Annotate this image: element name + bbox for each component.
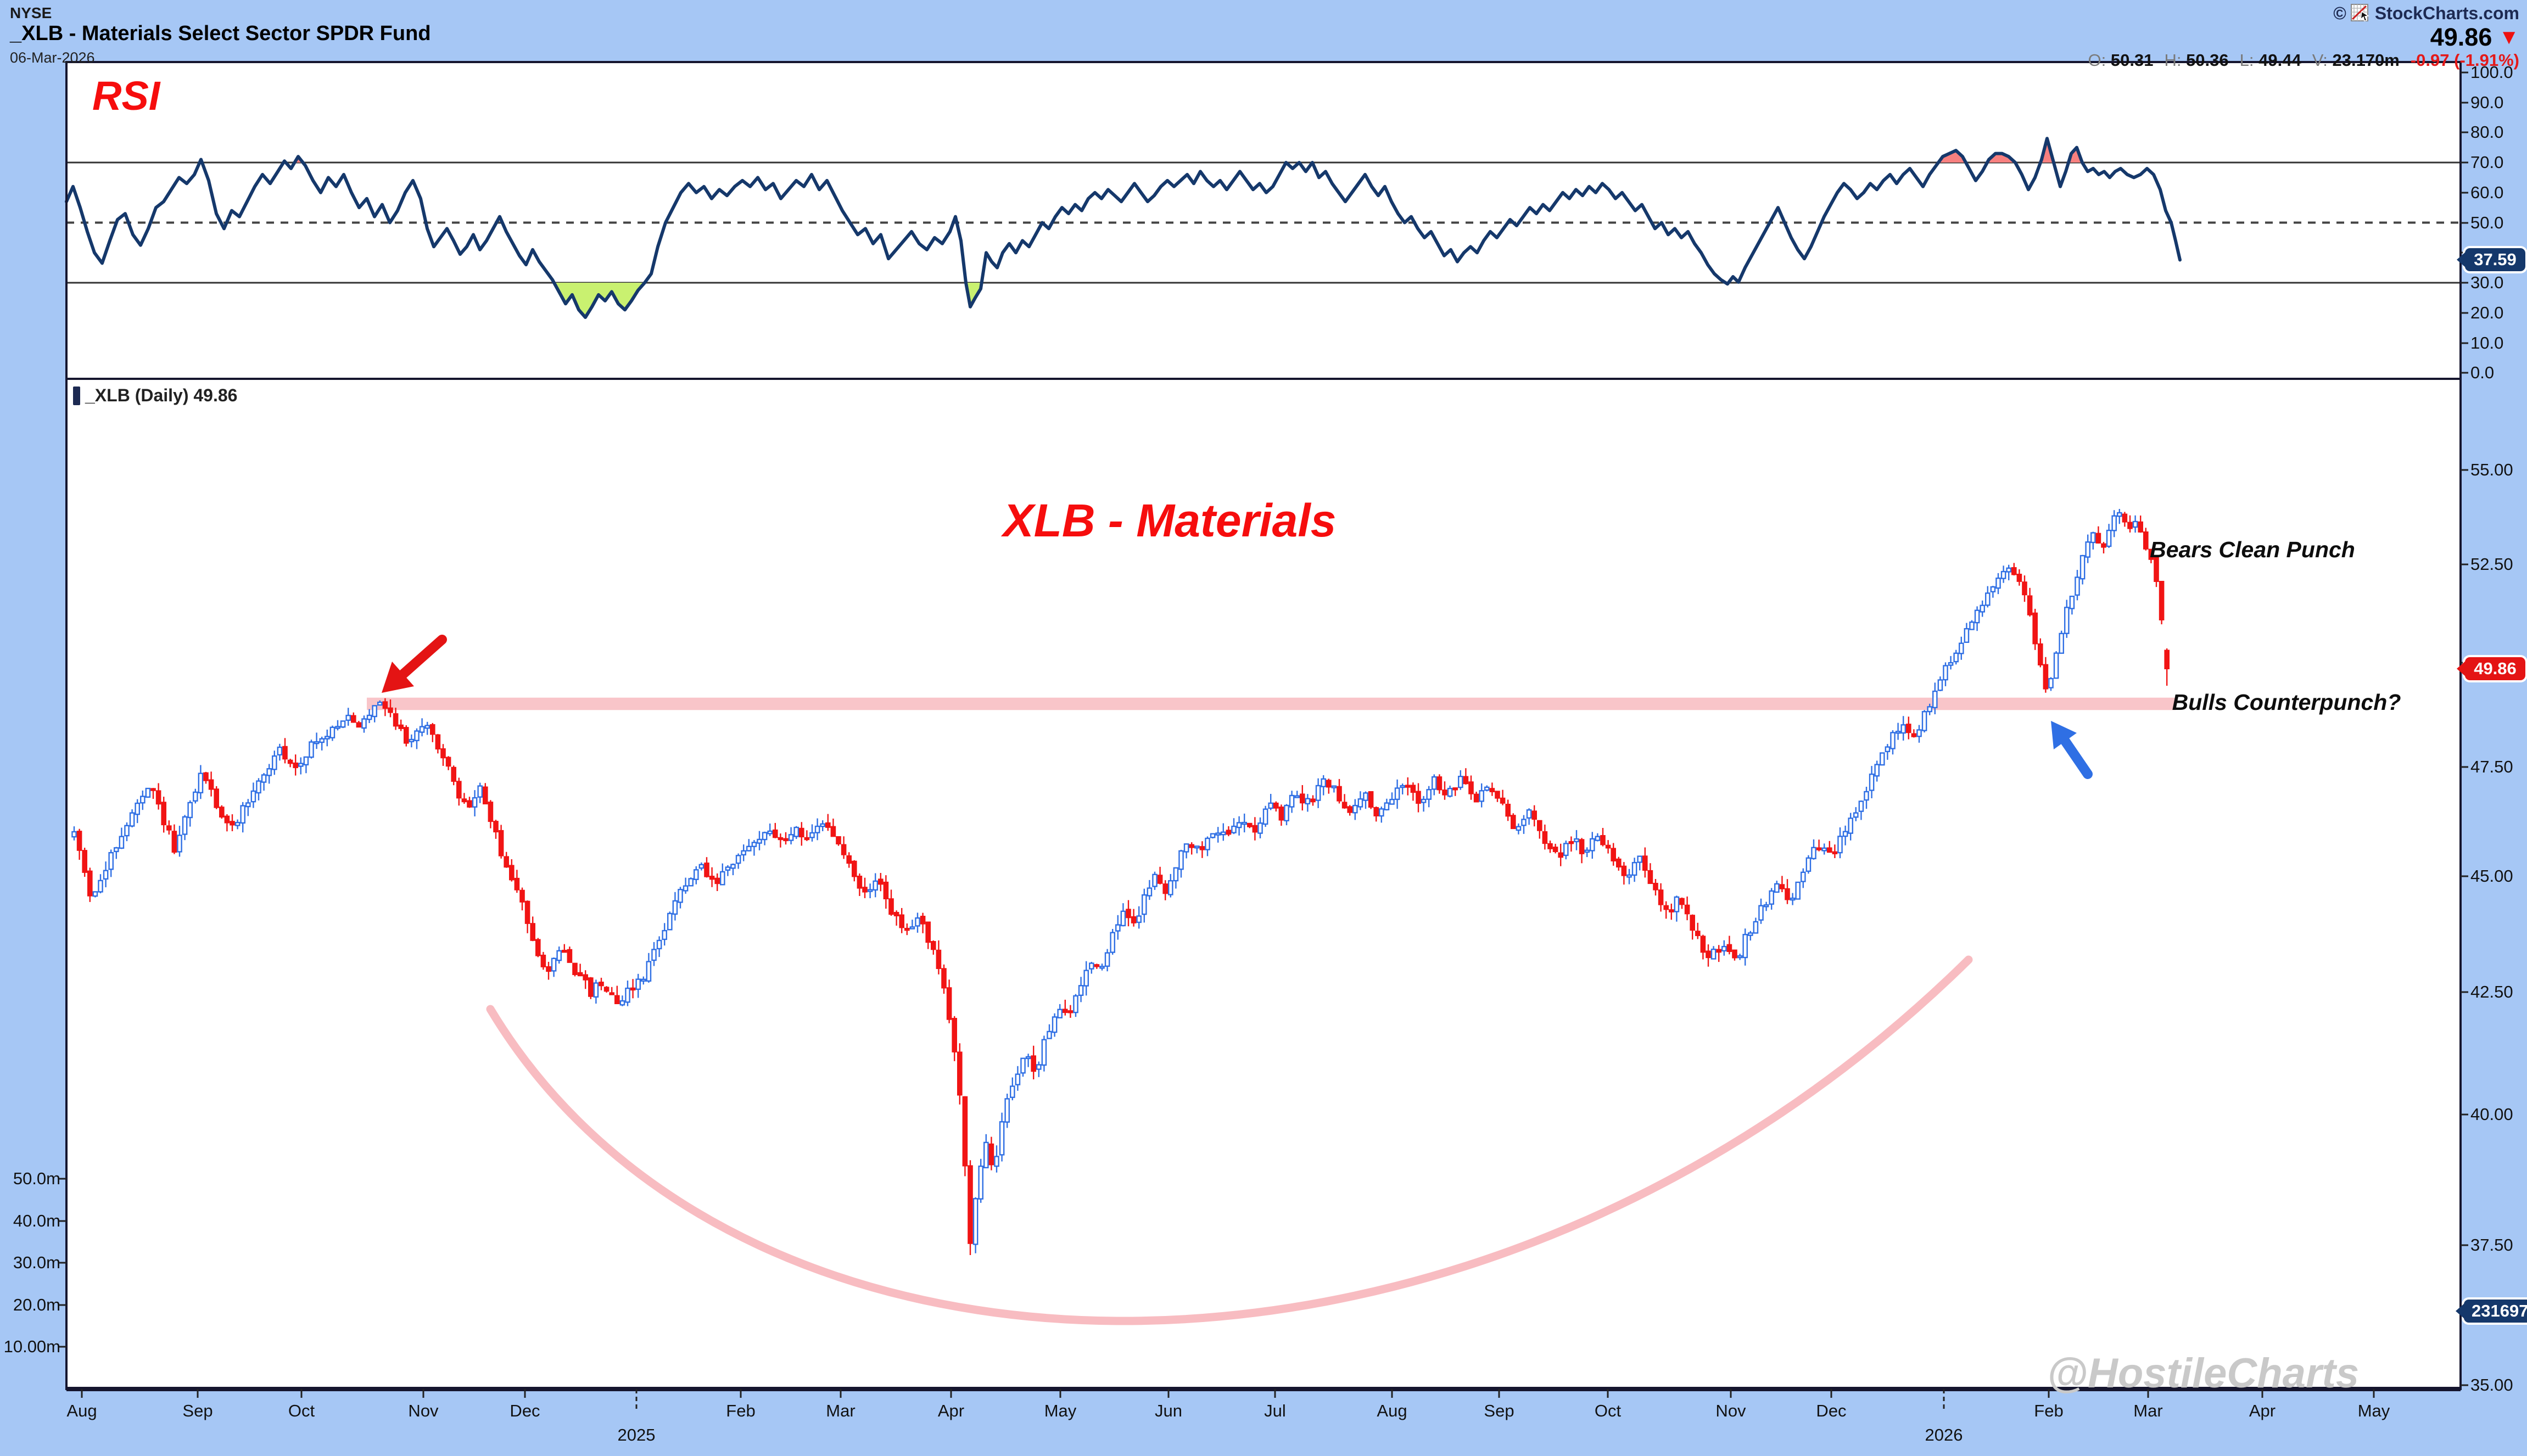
month-tick-label: Mar bbox=[2133, 1401, 2163, 1420]
ohlcv-row: O: 50.31 H: 50.36 L: 49.44 V: 23.170m -0… bbox=[2088, 51, 2520, 70]
month-tick-label: Nov bbox=[408, 1401, 439, 1420]
month-tick-label: Sep bbox=[1484, 1401, 1514, 1420]
brand-label: StockCharts.com bbox=[2374, 3, 2519, 23]
rsi-tick-label: 30.0 bbox=[2470, 273, 2504, 292]
open-label: O: bbox=[2088, 51, 2106, 70]
volume-tick-label: 10.00m bbox=[3, 1337, 60, 1356]
low-value: 49.44 bbox=[2258, 51, 2301, 70]
price-tick-label: 47.50 bbox=[2470, 757, 2513, 776]
month-tick-label: Sep bbox=[182, 1401, 213, 1420]
rsi-tick-label: 20.0 bbox=[2470, 303, 2504, 322]
rsi-tick-label: 90.0 bbox=[2470, 93, 2504, 112]
month-tick-label: Apr bbox=[2249, 1401, 2276, 1420]
rsi-tick-label: 70.0 bbox=[2470, 153, 2504, 172]
rsi-tick-label: 80.0 bbox=[2470, 122, 2504, 142]
month-tick-label: Jun bbox=[1155, 1401, 1182, 1420]
volume-value-pill: 23169733.0 bbox=[2464, 1300, 2527, 1323]
volume-value: 23.170m bbox=[2332, 51, 2400, 70]
month-tick-label: Jul bbox=[1264, 1401, 1286, 1420]
volume-tick-label: 20.0m bbox=[13, 1295, 60, 1314]
annotation-bulls: Bulls Counterpunch? bbox=[2172, 690, 2401, 715]
month-tick-label: Oct bbox=[1594, 1401, 1622, 1420]
month-tick-label: Mar bbox=[826, 1401, 856, 1420]
chart-main-title: XLB - Materials bbox=[1003, 495, 1337, 546]
year-tick-label: 2025 bbox=[617, 1425, 656, 1444]
rsi-value-pill: 37.59 bbox=[2465, 248, 2525, 271]
month-tick-label: May bbox=[2357, 1401, 2390, 1420]
copyright-symbol: © bbox=[2333, 3, 2346, 23]
legend-text: _XLB (Daily) 49.86 bbox=[85, 385, 238, 405]
exchange-label: NYSE bbox=[10, 4, 52, 21]
down-triangle-icon: ▼ bbox=[2498, 26, 2519, 49]
high-value: 50.36 bbox=[2186, 51, 2229, 70]
month-tick-label: Dec bbox=[510, 1401, 540, 1420]
stockcharts-logo-icon bbox=[2350, 3, 2369, 21]
month-tick-label: Aug bbox=[1377, 1401, 1407, 1420]
symbol-title: _XLB - Materials Select Sector SPDR Fund bbox=[10, 22, 431, 45]
month-tick-label: Dec bbox=[1816, 1401, 1847, 1420]
last-price: 49.86 bbox=[2430, 23, 2492, 51]
rsi-tick-label: 100.0 bbox=[2470, 63, 2513, 82]
price-tick-label: 42.50 bbox=[2470, 982, 2513, 1001]
open-value: 50.31 bbox=[2110, 51, 2154, 70]
price-tick-label: 40.00 bbox=[2470, 1105, 2513, 1124]
month-tick-label: Aug bbox=[66, 1401, 97, 1420]
rsi-panel-title: RSI bbox=[92, 73, 160, 119]
change-value: -0.97 (-1.91%) bbox=[2410, 51, 2519, 70]
copyright[interactable]: © StockCharts.com bbox=[2333, 3, 2519, 24]
annotation-bears: Bears Clean Punch bbox=[2150, 537, 2355, 562]
last-price-row: 49.86 ▼ bbox=[2430, 23, 2519, 52]
month-tick-label: May bbox=[1044, 1401, 1077, 1420]
year-tick-label: 2026 bbox=[1925, 1425, 1963, 1444]
rsi-tick-label: 50.0 bbox=[2470, 213, 2504, 232]
rsi-tick-label: 0.0 bbox=[2470, 363, 2495, 382]
high-label: H: bbox=[2164, 51, 2182, 70]
price-legend[interactable]: _XLB (Daily) 49.86 bbox=[73, 385, 237, 406]
price-tick-label: 55.00 bbox=[2470, 460, 2513, 479]
month-tick-label: Feb bbox=[726, 1401, 756, 1420]
volume-label: V: bbox=[2312, 51, 2328, 70]
low-label: L: bbox=[2239, 51, 2254, 70]
volume-tick-label: 40.0m bbox=[13, 1211, 60, 1230]
month-tick-label: Apr bbox=[937, 1401, 965, 1420]
price-value-pill: 49.86 bbox=[2465, 657, 2525, 680]
watermark: @HostileCharts bbox=[2047, 1350, 2360, 1397]
volume-tick-label: 50.0m bbox=[13, 1169, 60, 1188]
price-tick-label: 35.00 bbox=[2470, 1375, 2513, 1395]
month-tick-label: Nov bbox=[1715, 1401, 1746, 1420]
month-tick-label: Feb bbox=[2034, 1401, 2064, 1420]
legend-candle-icon bbox=[73, 386, 80, 405]
rsi-tick-label: 10.0 bbox=[2470, 333, 2504, 352]
month-tick-label: Oct bbox=[288, 1401, 315, 1420]
date-label: 06-Mar-2026 bbox=[10, 49, 95, 66]
price-tick-label: 45.00 bbox=[2470, 866, 2513, 886]
price-tick-label: 37.50 bbox=[2470, 1235, 2513, 1255]
price-tick-label: 52.50 bbox=[2470, 555, 2513, 574]
rsi-tick-label: 60.0 bbox=[2470, 183, 2504, 202]
volume-tick-label: 30.0m bbox=[13, 1253, 60, 1272]
